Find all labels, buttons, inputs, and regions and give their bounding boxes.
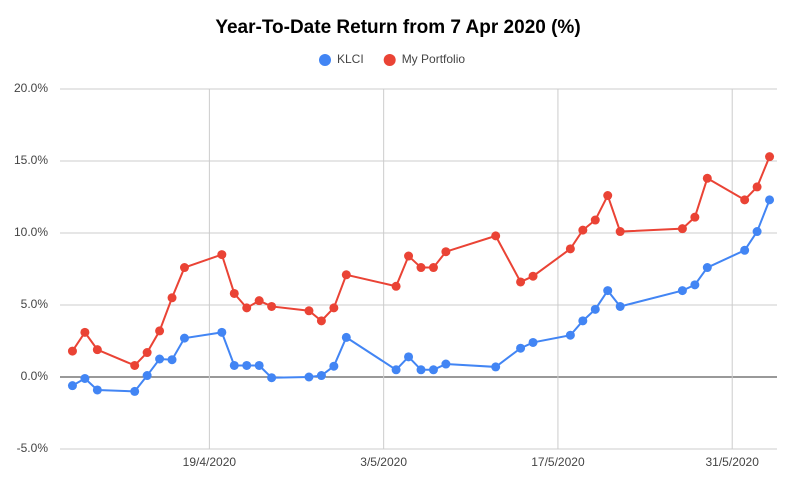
data-point [304, 306, 314, 316]
data-point [404, 251, 414, 261]
x-tick-label: 3/5/2020 [360, 455, 407, 469]
data-point [677, 286, 687, 296]
data-point [329, 361, 339, 371]
data-point [142, 371, 152, 381]
data-point [329, 303, 339, 313]
data-point [391, 365, 401, 375]
data-point [391, 281, 401, 291]
data-point [267, 373, 277, 383]
data-point [578, 225, 588, 235]
data-point [516, 277, 526, 287]
data-point [242, 303, 252, 313]
legend-marker [383, 54, 396, 66]
data-point [528, 271, 538, 281]
data-point [702, 173, 712, 183]
data-point [142, 348, 152, 358]
series-line [71, 156, 771, 367]
data-point [167, 355, 177, 365]
data-point [765, 195, 775, 205]
data-point [179, 333, 189, 343]
data-point [690, 280, 700, 290]
data-point [167, 293, 177, 303]
x-tick-label: 19/4/2020 [183, 455, 237, 469]
data-point [491, 231, 501, 241]
data-point [765, 152, 775, 162]
data-point [690, 212, 700, 222]
data-point [740, 245, 750, 255]
legend-label: My Portfolio [402, 52, 466, 66]
data-point [516, 343, 526, 353]
data-point [416, 263, 426, 273]
data-point [217, 327, 227, 337]
data-point [441, 359, 451, 369]
y-tick-label: 5.0% [21, 297, 49, 311]
legend-label: KLCI [337, 52, 364, 66]
data-point [752, 182, 762, 192]
data-point [603, 286, 613, 296]
data-point [67, 346, 77, 356]
data-point [67, 381, 77, 391]
y-tick-label: 15.0% [14, 153, 48, 167]
data-point [615, 227, 625, 237]
data-point [590, 304, 600, 314]
y-tick-label: 10.0% [14, 225, 48, 239]
data-point [92, 385, 102, 395]
data-point [565, 244, 575, 254]
data-point [155, 326, 165, 336]
data-point [615, 301, 625, 311]
data-point [229, 360, 239, 370]
data-point [217, 250, 227, 260]
data-point [92, 345, 102, 355]
x-tick-label: 17/5/2020 [531, 455, 585, 469]
data-point [491, 362, 501, 372]
data-point [404, 352, 414, 362]
data-point [341, 270, 351, 280]
data-point [155, 354, 165, 364]
data-point [179, 263, 189, 273]
data-point [341, 332, 351, 342]
data-point [528, 337, 538, 347]
data-point [229, 288, 239, 298]
data-point [304, 372, 314, 382]
data-point [428, 365, 438, 375]
data-point [740, 195, 750, 205]
data-point [80, 373, 90, 383]
data-point [242, 360, 252, 370]
data-point [130, 386, 140, 396]
data-point [702, 263, 712, 273]
data-point [416, 365, 426, 375]
data-point [130, 360, 140, 370]
data-point [316, 371, 326, 381]
data-point [603, 191, 613, 201]
chart-title: Year-To-Date Return from 7 Apr 2020 (%) [215, 17, 580, 38]
y-tick-label: 0.0% [21, 369, 49, 383]
data-point [428, 263, 438, 273]
data-point [316, 316, 326, 326]
data-point [578, 316, 588, 326]
data-point [254, 296, 264, 306]
data-point [752, 227, 762, 237]
data-point [267, 301, 277, 311]
legend-marker [319, 54, 331, 66]
data-point [441, 247, 451, 257]
x-tick-label: 31/5/2020 [706, 455, 760, 469]
data-point [80, 327, 90, 337]
data-point [590, 215, 600, 225]
data-point [677, 224, 687, 234]
y-tick-label: -5.0% [17, 441, 49, 455]
data-point [254, 360, 264, 370]
data-point [565, 330, 575, 340]
y-tick-label: 20.0% [14, 81, 48, 95]
